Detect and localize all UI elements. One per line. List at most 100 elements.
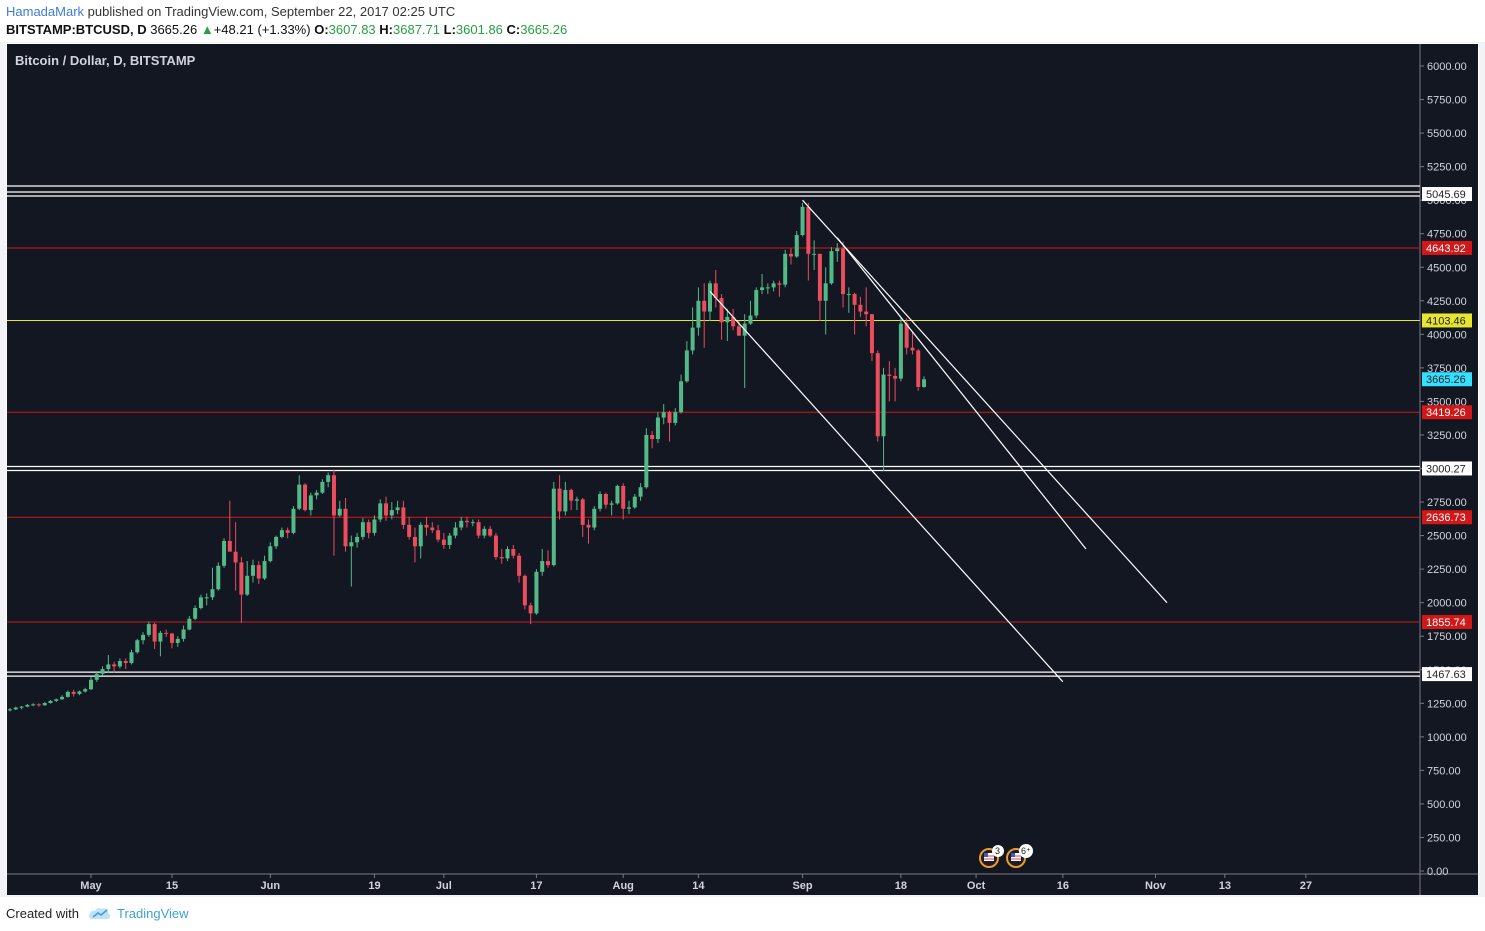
candle-body[interactable] [65, 691, 70, 697]
candle-body[interactable] [210, 589, 215, 598]
candle-body[interactable] [598, 493, 603, 509]
event-flag-icon[interactable]: 3 [979, 845, 1004, 868]
candle-body[interactable] [112, 664, 117, 667]
candle-body[interactable] [430, 527, 435, 531]
price-pane[interactable] [7, 44, 1420, 874]
candle-body[interactable] [869, 314, 874, 354]
candle-body[interactable] [910, 347, 915, 351]
candle-body[interactable] [48, 700, 53, 704]
candle-body[interactable] [829, 251, 834, 284]
candle-body[interactable] [546, 561, 551, 566]
candle-body[interactable] [94, 673, 99, 680]
candle-body[interactable] [522, 575, 527, 606]
candle-body[interactable] [713, 283, 718, 299]
candle-body[interactable] [696, 300, 701, 328]
candle-body[interactable] [806, 206, 811, 254]
candle-body[interactable] [858, 304, 863, 312]
candle-body[interactable] [117, 661, 122, 667]
candle-body[interactable] [592, 508, 597, 528]
candle-body[interactable] [800, 206, 805, 236]
candle-body[interactable] [771, 283, 776, 288]
price-chart[interactable]: 6000.005750.005500.005250.005000.004750.… [6, 43, 1479, 895]
candle-body[interactable] [158, 632, 163, 642]
candle-body[interactable] [707, 283, 712, 312]
candle-body[interactable] [557, 488, 562, 512]
candle-body[interactable] [760, 287, 765, 291]
candle-body[interactable] [141, 634, 146, 641]
candle-body[interactable] [366, 522, 371, 533]
price-axis[interactable] [1420, 44, 1478, 874]
candle-body[interactable] [360, 522, 365, 537]
candle-body[interactable] [71, 691, 76, 694]
candle-body[interactable] [465, 520, 470, 523]
candle-body[interactable] [493, 535, 498, 558]
candle-body[interactable] [574, 499, 579, 501]
candle-body[interactable] [216, 565, 221, 590]
candle-body[interactable] [436, 530, 441, 540]
candle-body[interactable] [881, 374, 886, 437]
candle-body[interactable] [615, 485, 620, 504]
candle-body[interactable] [846, 294, 851, 296]
candle-body[interactable] [19, 706, 24, 708]
candle-body[interactable] [343, 508, 348, 547]
candle-body[interactable] [777, 283, 782, 285]
candle-body[interactable] [187, 618, 192, 630]
chart-area[interactable]: 6000.00 5750.00 5500.00 5250.00 5000.00 4750.… [6, 43, 1479, 895]
candle-body[interactable] [60, 696, 65, 700]
candle-body[interactable] [638, 487, 643, 497]
candle-body[interactable] [754, 290, 759, 316]
candle-body[interactable] [904, 323, 909, 348]
candle-body[interactable] [135, 640, 140, 653]
candle-body[interactable] [817, 253, 822, 301]
candle-body[interactable] [25, 704, 30, 707]
candle-body[interactable] [245, 575, 250, 595]
candle-body[interactable] [650, 434, 655, 439]
tradingview-link[interactable]: TradingView [117, 906, 189, 921]
candle-body[interactable] [204, 597, 209, 599]
candle-body[interactable] [256, 565, 261, 579]
candle-body[interactable] [401, 507, 406, 525]
candle-body[interactable] [54, 699, 59, 701]
candle-body[interactable] [175, 638, 180, 643]
candle-body[interactable] [580, 499, 585, 525]
candle-body[interactable] [551, 488, 556, 566]
candle-body[interactable] [291, 508, 296, 533]
candle-body[interactable] [476, 522, 481, 536]
candle-body[interactable] [222, 540, 227, 566]
candle-body[interactable] [129, 652, 134, 664]
candle-body[interactable] [835, 248, 840, 252]
candle-body[interactable] [453, 527, 458, 536]
candle-body[interactable] [378, 503, 383, 520]
candle-body[interactable] [418, 524, 423, 547]
candle-body[interactable] [308, 495, 313, 511]
candle-body[interactable] [679, 381, 684, 413]
tradingview-cloud-icon[interactable] [88, 905, 112, 921]
candle-body[interactable] [274, 536, 279, 547]
candle-body[interactable] [783, 253, 788, 285]
candle-body[interactable] [303, 484, 308, 511]
candle-body[interactable] [384, 503, 389, 516]
candle-body[interactable] [314, 492, 319, 496]
candle-body[interactable] [447, 535, 452, 545]
candle-body[interactable] [355, 536, 360, 543]
candle-body[interactable] [193, 608, 198, 619]
candle-body[interactable] [395, 507, 400, 511]
candle-body[interactable] [77, 691, 82, 694]
candle-body[interactable] [736, 326, 741, 336]
candle-body[interactable] [146, 624, 151, 635]
candle-body[interactable] [152, 624, 157, 642]
candle-body[interactable] [268, 546, 273, 562]
candle-body[interactable] [88, 679, 93, 690]
candle-body[interactable] [250, 565, 255, 576]
candle-body[interactable] [534, 571, 539, 614]
time-axis[interactable] [7, 874, 1478, 895]
candle-body[interactable] [198, 597, 203, 609]
candle-body[interactable] [788, 253, 793, 257]
candle-body[interactable] [297, 484, 302, 509]
candle-body[interactable] [893, 375, 898, 379]
event-flag-icon[interactable]: 6⁺ [1006, 844, 1033, 868]
candle-body[interactable] [719, 298, 724, 323]
candle-body[interactable] [702, 300, 707, 312]
candle-body[interactable] [794, 235, 799, 257]
candle-body[interactable] [499, 557, 504, 559]
